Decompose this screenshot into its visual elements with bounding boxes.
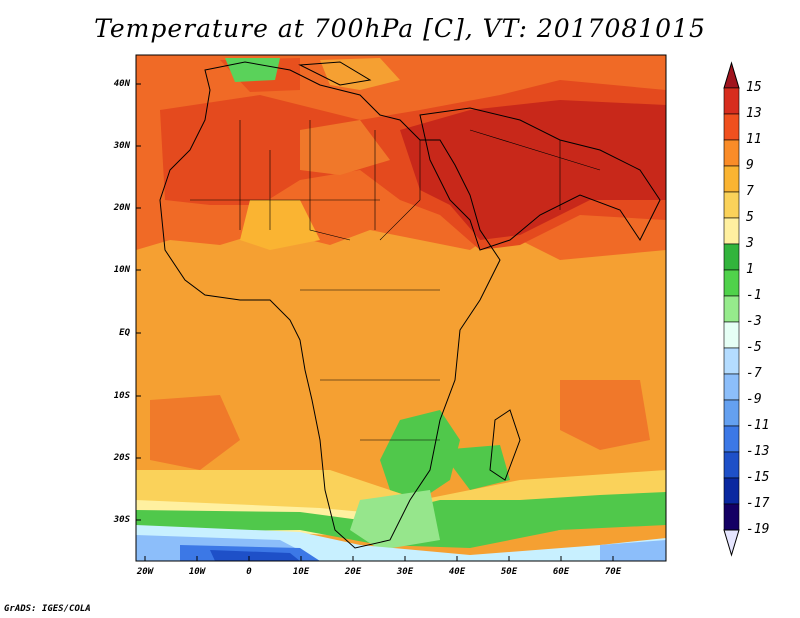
colorbar-swatch xyxy=(723,243,740,271)
colorbar-label: 9 xyxy=(746,158,754,173)
colorbar-top-arrow xyxy=(723,61,740,89)
lat-label-eq: EQ xyxy=(119,328,130,338)
colorbar-label: -7 xyxy=(746,366,762,381)
colorbar-label: 11 xyxy=(746,132,762,147)
colorbar-swatch xyxy=(723,321,740,349)
lat-label-10n: 10N xyxy=(113,265,130,275)
colorbar-swatch xyxy=(723,217,740,245)
colorbar-label: -17 xyxy=(746,496,770,511)
lon-label-0: 0 xyxy=(246,567,252,577)
colorbar-swatch xyxy=(723,139,740,167)
colorbar-label: -19 xyxy=(746,522,770,537)
colorbar-label: 13 xyxy=(746,106,762,121)
colorbar-swatch xyxy=(723,347,740,375)
lon-label-20w: 20W xyxy=(136,567,154,577)
colorbar-swatch xyxy=(723,477,740,505)
colorbar-swatch xyxy=(723,191,740,219)
colorbar-label: -15 xyxy=(746,470,770,485)
colorbar xyxy=(723,61,740,557)
lon-label-70e: 70E xyxy=(604,567,622,577)
footer-credit: GrADS: IGES/COLA xyxy=(4,604,91,614)
colorbar-swatch xyxy=(723,451,740,479)
colorbar-label: -11 xyxy=(746,418,770,433)
lat-label-30n: 30N xyxy=(113,141,130,151)
colorbar-label: 5 xyxy=(746,210,754,225)
temperature-field xyxy=(136,55,666,561)
axis-ticks xyxy=(136,83,614,561)
colorbar-swatch xyxy=(723,399,740,427)
colorbar-label: -5 xyxy=(746,340,762,355)
colorbar-label: 15 xyxy=(746,80,762,95)
colorbar-label: 1 xyxy=(746,262,754,277)
lon-label-10e: 10E xyxy=(292,567,310,577)
colorbar-swatch xyxy=(723,87,740,115)
colorbar-label: 7 xyxy=(746,184,754,199)
colorbar-label: -13 xyxy=(746,444,770,459)
lon-label-50e: 50E xyxy=(500,567,518,577)
lat-label-10s: 10S xyxy=(113,391,130,401)
colorbar-swatch xyxy=(723,373,740,401)
lon-label-30e: 30E xyxy=(396,567,414,577)
chart-title: Temperature at 700hPa [C], VT: 201708101… xyxy=(94,14,706,43)
lon-label-20e: 20E xyxy=(344,567,362,577)
colorbar-swatch xyxy=(723,425,740,453)
colorbar-bottom-arrow xyxy=(723,529,740,557)
lat-label-20n: 20N xyxy=(113,203,130,213)
country-borders xyxy=(190,120,601,441)
lon-label-40e: 40E xyxy=(448,567,466,577)
lon-label-60e: 60E xyxy=(552,567,570,577)
coastlines xyxy=(159,61,661,549)
lon-label-10w: 10W xyxy=(188,567,206,577)
colorbar-swatch xyxy=(723,165,740,193)
colorbar-swatch xyxy=(723,503,740,531)
colorbar-swatch xyxy=(723,113,740,141)
colorbar-label: -3 xyxy=(746,314,762,329)
colorbar-label: -9 xyxy=(746,392,762,407)
colorbar-label: -1 xyxy=(746,288,762,303)
colorbar-swatch xyxy=(723,295,740,323)
lat-label-30s: 30S xyxy=(113,515,130,525)
colorbar-label: 3 xyxy=(746,236,754,251)
lat-label-40n: 40N xyxy=(113,79,130,89)
lat-label-20s: 20S xyxy=(113,453,130,463)
map-frame xyxy=(135,54,667,562)
colorbar-swatch xyxy=(723,269,740,297)
